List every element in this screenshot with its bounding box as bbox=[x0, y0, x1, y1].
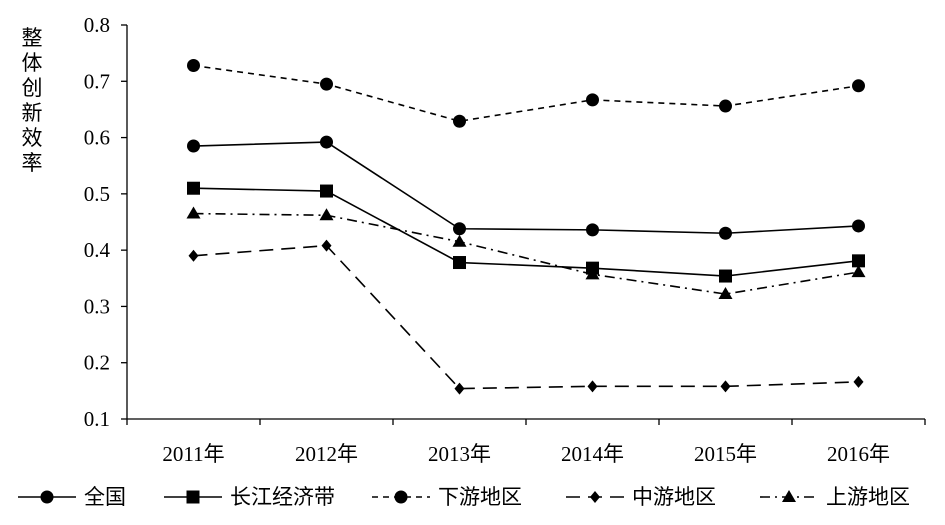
x-tick-label: 2016年 bbox=[827, 442, 890, 466]
data-point bbox=[720, 380, 731, 393]
y-tick-label: 0.1 bbox=[84, 407, 110, 431]
data-point bbox=[320, 77, 333, 91]
data-point bbox=[187, 181, 200, 195]
data-point bbox=[186, 206, 201, 219]
x-tick-label: 2015年 bbox=[694, 442, 757, 466]
y-tick-label: 0.8 bbox=[84, 13, 110, 37]
data-point bbox=[320, 135, 333, 149]
data-point bbox=[320, 184, 333, 198]
data-point bbox=[453, 222, 466, 236]
data-point bbox=[586, 93, 599, 107]
data-point bbox=[187, 139, 200, 153]
legend-label: 下游地区 bbox=[438, 485, 522, 509]
data-point bbox=[852, 254, 865, 268]
series-layer bbox=[186, 59, 866, 395]
legend-item-1: 全国 bbox=[18, 485, 126, 509]
data-point bbox=[453, 114, 466, 128]
data-point bbox=[321, 239, 332, 252]
y-tick-label: 0.6 bbox=[84, 126, 110, 150]
series-line bbox=[193, 187, 859, 277]
data-point bbox=[188, 249, 199, 262]
legend-marker bbox=[394, 490, 408, 504]
data-point bbox=[852, 219, 865, 233]
y-tick-label: 0.7 bbox=[84, 69, 110, 93]
series-1 bbox=[187, 135, 865, 240]
data-point bbox=[851, 265, 866, 278]
data-point bbox=[453, 256, 466, 270]
legend: 全国 长江经济带 下游地区 中游地区 上游地区 bbox=[18, 485, 910, 509]
y-tick-label: 0.4 bbox=[84, 238, 111, 262]
data-point bbox=[319, 208, 334, 221]
legend-marker bbox=[40, 490, 54, 504]
legend-item-2: 长江经济带 bbox=[164, 485, 335, 509]
legend-label: 长江经济带 bbox=[230, 485, 335, 509]
data-point bbox=[586, 223, 599, 237]
data-point bbox=[719, 226, 732, 240]
legend-item-3: 下游地区 bbox=[372, 485, 522, 509]
series-4 bbox=[188, 239, 864, 395]
data-point bbox=[718, 287, 733, 300]
series-line bbox=[193, 212, 859, 295]
legend-item-5: 上游地区 bbox=[760, 485, 910, 509]
data-point bbox=[719, 99, 732, 113]
legend-label: 上游地区 bbox=[826, 485, 910, 509]
axes: 0.1 0.2 0.3 0.4 0.5 0.6 0.7 0.8 2011年 2012年 2013年 2… bbox=[22, 13, 926, 466]
y-tick-label: 0.2 bbox=[84, 351, 110, 375]
data-point bbox=[452, 234, 467, 247]
y-tick-label: 0.5 bbox=[84, 182, 110, 206]
series-3 bbox=[187, 59, 865, 128]
series-5 bbox=[186, 206, 866, 300]
series-line bbox=[193, 141, 859, 235]
series-line bbox=[193, 244, 859, 390]
series-line bbox=[193, 64, 859, 123]
data-point bbox=[719, 269, 732, 283]
legend-marker bbox=[186, 490, 200, 504]
data-point bbox=[587, 380, 598, 393]
legend-item-4: 中游地区 bbox=[566, 485, 716, 509]
data-point bbox=[852, 79, 865, 93]
x-tick-label: 2014年 bbox=[561, 442, 624, 466]
x-tick-label: 2012年 bbox=[295, 442, 358, 466]
data-point bbox=[585, 267, 600, 280]
x-tick-label: 2013年 bbox=[428, 442, 491, 466]
legend-marker bbox=[782, 490, 796, 502]
data-point bbox=[853, 375, 864, 388]
legend-label: 全国 bbox=[84, 485, 126, 509]
legend-marker bbox=[590, 491, 600, 503]
y-axis-label: 整体创新效率 bbox=[22, 26, 43, 175]
data-point bbox=[187, 59, 200, 73]
y-tick-label: 0.3 bbox=[84, 294, 110, 318]
series-2 bbox=[187, 181, 865, 283]
legend-label: 中游地区 bbox=[632, 485, 716, 509]
data-point bbox=[454, 382, 465, 395]
x-tick-label: 2011年 bbox=[162, 442, 224, 466]
